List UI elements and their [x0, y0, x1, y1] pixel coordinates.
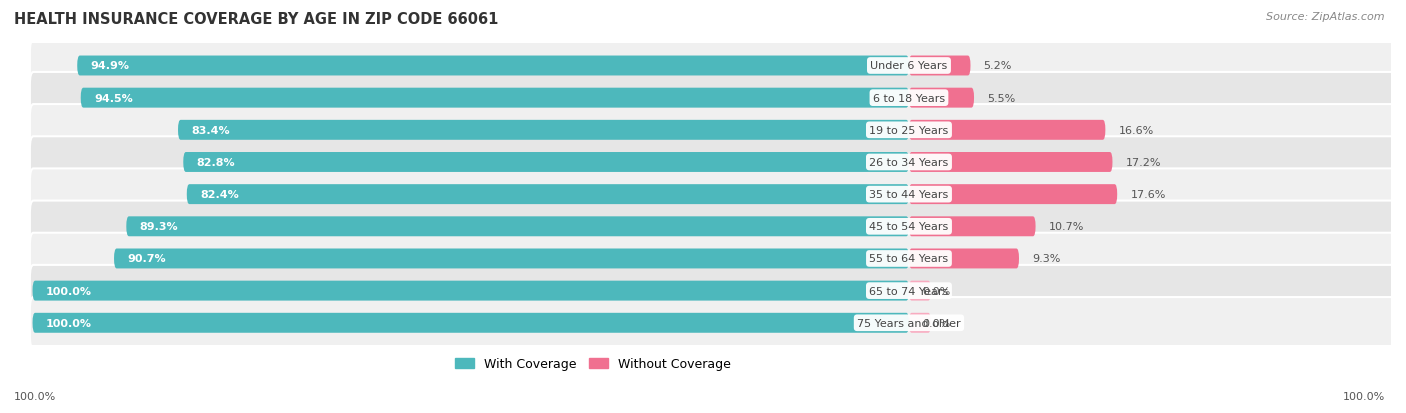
FancyBboxPatch shape: [908, 217, 1036, 237]
FancyBboxPatch shape: [30, 265, 1406, 317]
Text: 0.0%: 0.0%: [922, 286, 950, 296]
Text: 100.0%: 100.0%: [45, 286, 91, 296]
FancyBboxPatch shape: [908, 88, 974, 108]
Text: 26 to 34 Years: 26 to 34 Years: [869, 158, 949, 168]
FancyBboxPatch shape: [183, 153, 908, 173]
FancyBboxPatch shape: [908, 281, 931, 301]
Text: 94.5%: 94.5%: [94, 93, 132, 103]
Text: 5.5%: 5.5%: [987, 93, 1015, 103]
Text: 75 Years and older: 75 Years and older: [858, 318, 960, 328]
Text: 45 to 54 Years: 45 to 54 Years: [869, 222, 949, 232]
Text: Under 6 Years: Under 6 Years: [870, 62, 948, 71]
Text: 35 to 44 Years: 35 to 44 Years: [869, 190, 949, 199]
FancyBboxPatch shape: [32, 281, 908, 301]
FancyBboxPatch shape: [30, 40, 1406, 92]
Text: Source: ZipAtlas.com: Source: ZipAtlas.com: [1267, 12, 1385, 22]
FancyBboxPatch shape: [30, 169, 1406, 220]
Text: 55 to 64 Years: 55 to 64 Years: [869, 254, 949, 264]
Text: 0.0%: 0.0%: [922, 318, 950, 328]
FancyBboxPatch shape: [30, 297, 1406, 349]
Text: 6 to 18 Years: 6 to 18 Years: [873, 93, 945, 103]
FancyBboxPatch shape: [908, 249, 1019, 269]
Text: 100.0%: 100.0%: [1343, 391, 1385, 401]
FancyBboxPatch shape: [179, 121, 908, 140]
FancyBboxPatch shape: [30, 233, 1406, 285]
Text: 82.4%: 82.4%: [200, 190, 239, 199]
FancyBboxPatch shape: [908, 121, 1105, 140]
FancyBboxPatch shape: [114, 249, 908, 269]
FancyBboxPatch shape: [908, 185, 1118, 204]
FancyBboxPatch shape: [30, 105, 1406, 156]
FancyBboxPatch shape: [908, 153, 1112, 173]
Text: 82.8%: 82.8%: [197, 158, 235, 168]
FancyBboxPatch shape: [908, 57, 970, 76]
Text: 9.3%: 9.3%: [1032, 254, 1060, 264]
Text: 100.0%: 100.0%: [14, 391, 56, 401]
FancyBboxPatch shape: [32, 313, 908, 333]
FancyBboxPatch shape: [77, 57, 908, 76]
Legend: With Coverage, Without Coverage: With Coverage, Without Coverage: [450, 352, 735, 375]
Text: 94.9%: 94.9%: [90, 62, 129, 71]
FancyBboxPatch shape: [80, 88, 908, 108]
FancyBboxPatch shape: [30, 73, 1406, 124]
Text: HEALTH INSURANCE COVERAGE BY AGE IN ZIP CODE 66061: HEALTH INSURANCE COVERAGE BY AGE IN ZIP …: [14, 12, 499, 27]
Text: 5.2%: 5.2%: [984, 62, 1012, 71]
Text: 65 to 74 Years: 65 to 74 Years: [869, 286, 949, 296]
Text: 83.4%: 83.4%: [191, 126, 229, 135]
Text: 17.6%: 17.6%: [1130, 190, 1166, 199]
Text: 10.7%: 10.7%: [1049, 222, 1084, 232]
Text: 89.3%: 89.3%: [139, 222, 179, 232]
FancyBboxPatch shape: [908, 313, 931, 333]
FancyBboxPatch shape: [127, 217, 908, 237]
Text: 19 to 25 Years: 19 to 25 Years: [869, 126, 949, 135]
FancyBboxPatch shape: [187, 185, 908, 204]
FancyBboxPatch shape: [30, 137, 1406, 188]
Text: 16.6%: 16.6%: [1119, 126, 1154, 135]
Text: 100.0%: 100.0%: [45, 318, 91, 328]
Text: 90.7%: 90.7%: [127, 254, 166, 264]
FancyBboxPatch shape: [30, 201, 1406, 252]
Text: 17.2%: 17.2%: [1126, 158, 1161, 168]
